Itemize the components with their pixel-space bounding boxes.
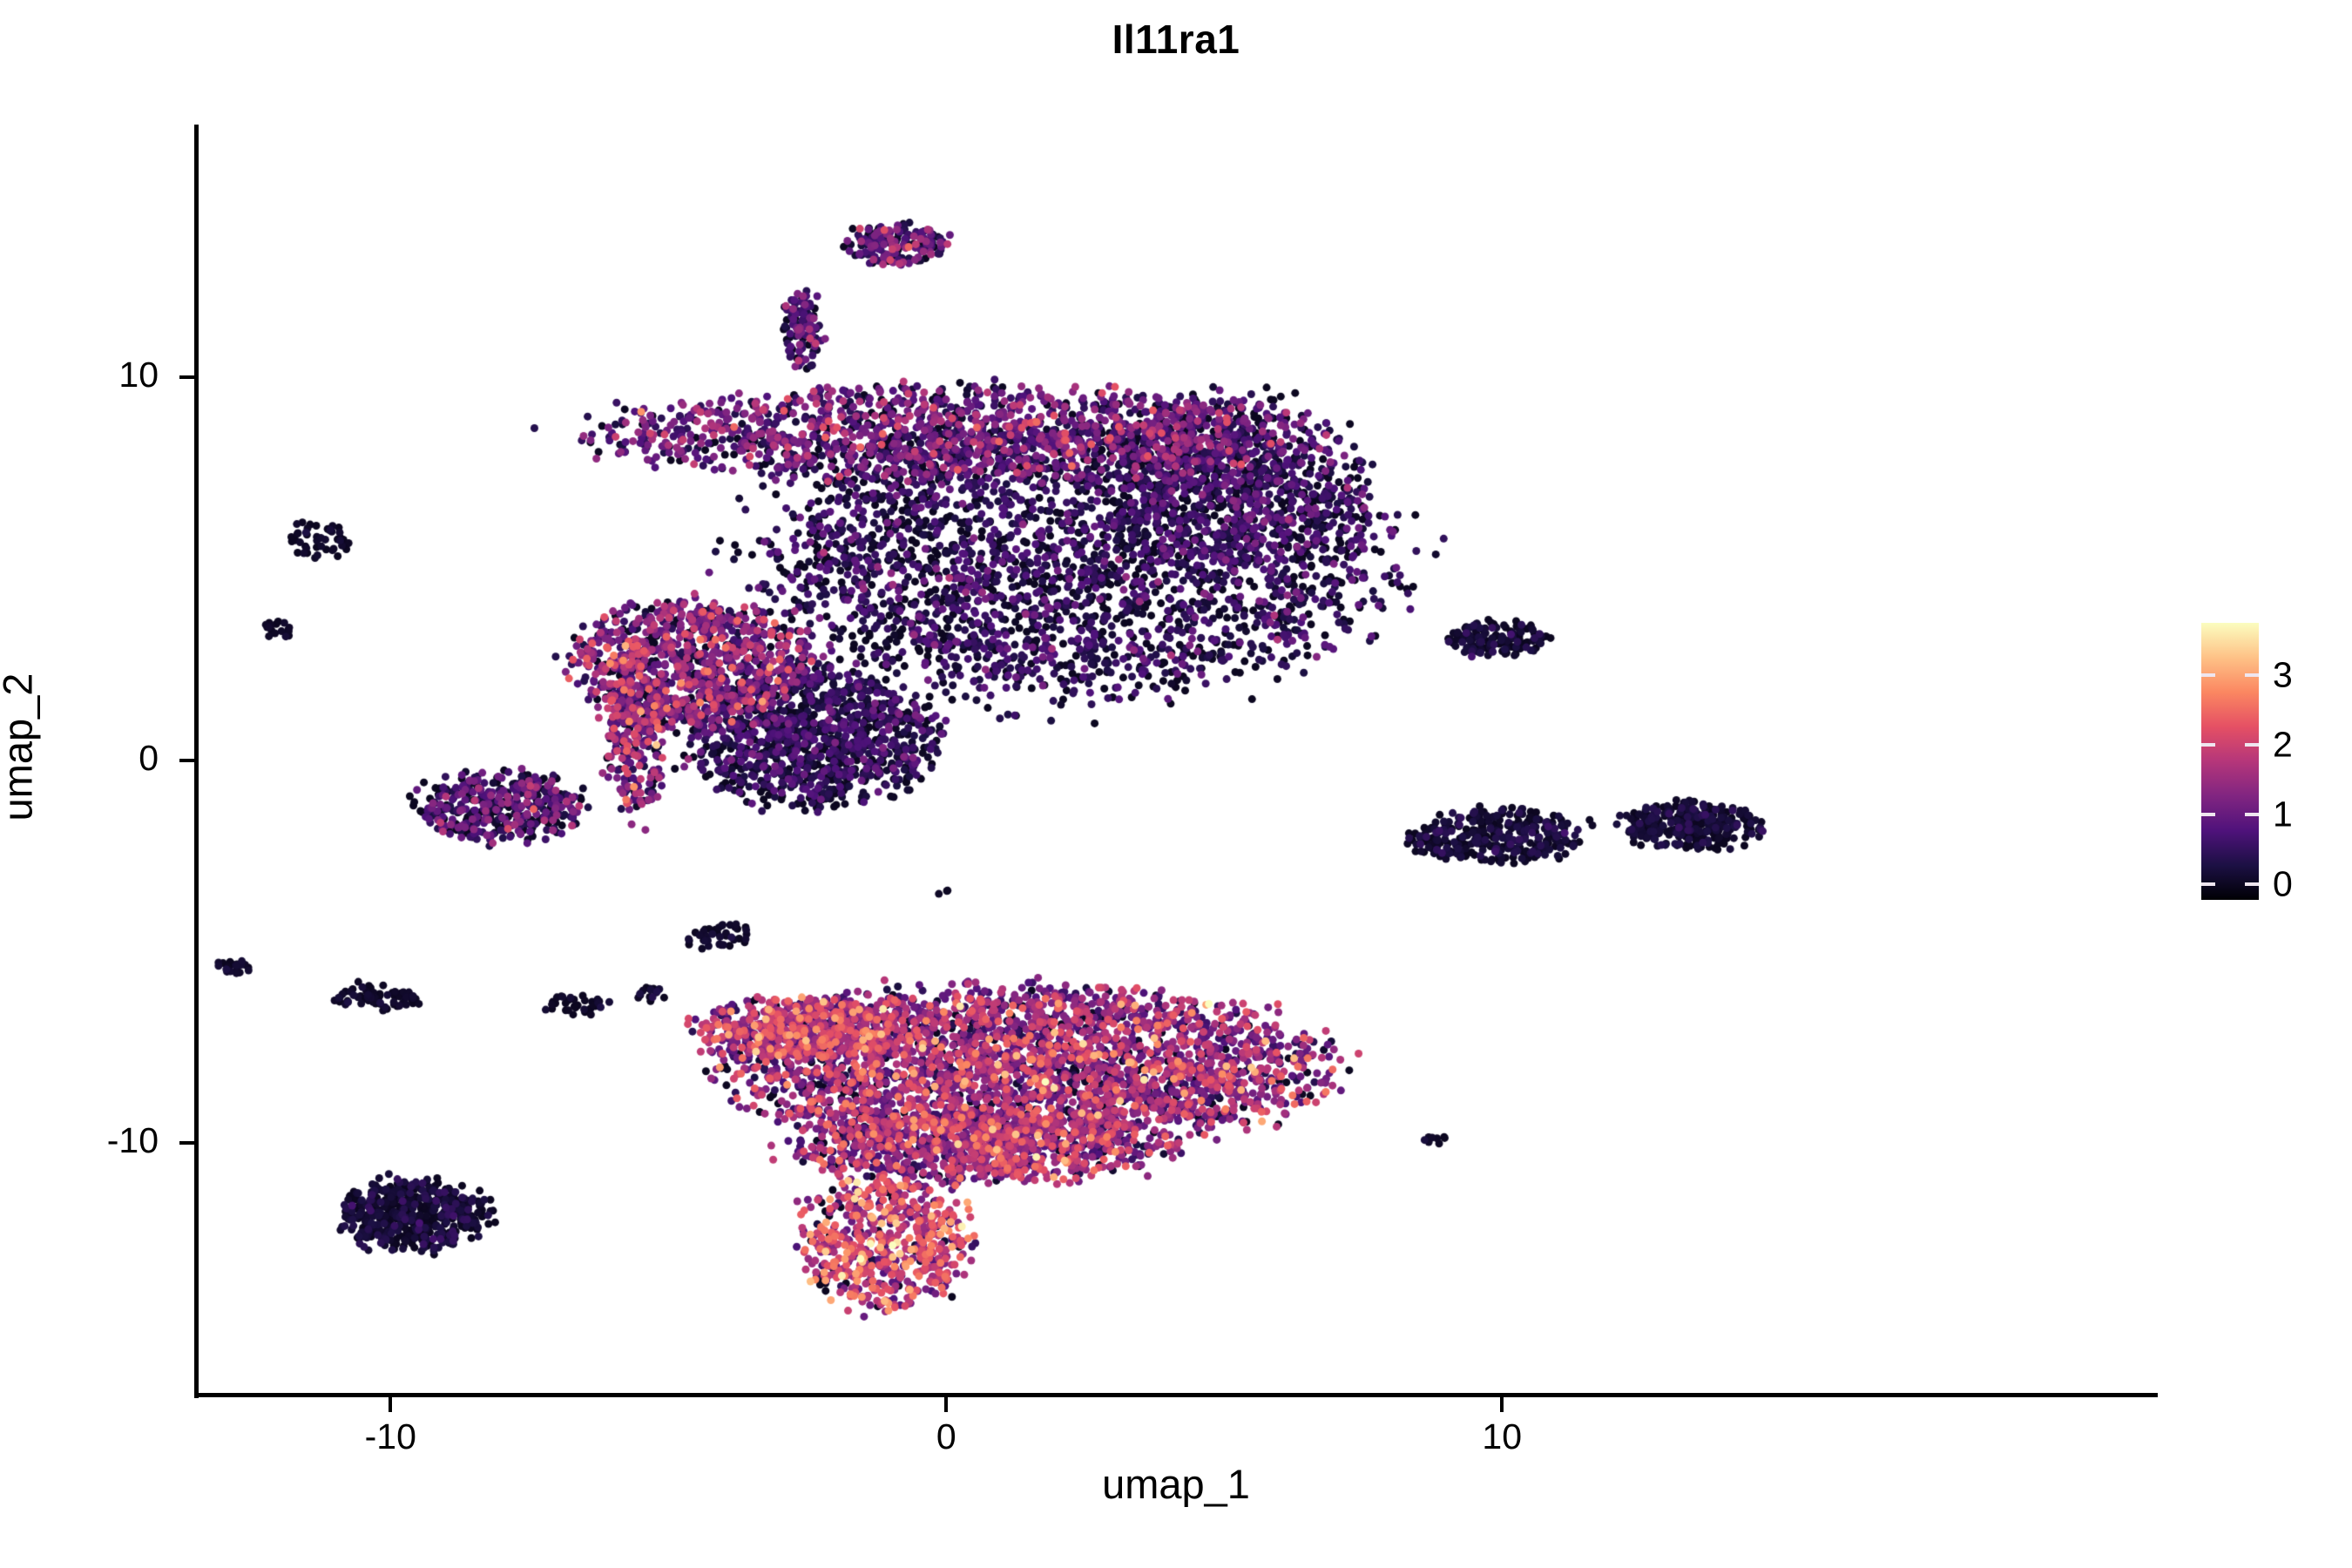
colorbar-tick-mark	[2245, 743, 2259, 747]
y-tick-label: 10	[118, 355, 159, 395]
y-tick-mark	[179, 1140, 194, 1145]
y-tick-mark	[179, 375, 194, 380]
colorbar-tick-mark	[2201, 743, 2215, 747]
chart-title: Il11ra1	[1112, 17, 1240, 62]
y-tick-mark	[179, 758, 194, 762]
x-tick-label: -10	[364, 1416, 416, 1456]
y-axis-line	[194, 125, 199, 1398]
colorbar-gradient	[2201, 623, 2259, 900]
y-tick-label: 0	[139, 737, 159, 778]
scatter-plot-panel	[196, 125, 2158, 1396]
x-axis-line	[194, 1393, 2158, 1397]
x-tick-mark	[389, 1397, 393, 1412]
scatter-canvas-wrapper	[196, 125, 2158, 1396]
colorbar-tick-mark	[2201, 882, 2215, 887]
scatter-canvas	[196, 125, 2158, 1396]
x-tick-label: 10	[1482, 1416, 1522, 1456]
x-axis-label: umap_1	[1102, 1461, 1250, 1507]
colorbar-tick-label: 0	[2273, 863, 2293, 904]
colorbar-tick-mark	[2245, 882, 2259, 887]
x-tick-mark	[944, 1397, 949, 1412]
colorbar-tick-label: 2	[2273, 724, 2293, 765]
colorbar-tick-mark	[2201, 813, 2215, 817]
colorbar-tick-mark	[2245, 673, 2259, 678]
colorbar-tick-mark	[2245, 813, 2259, 817]
colorbar-tick-mark	[2201, 673, 2215, 678]
y-tick-label: -10	[106, 1119, 159, 1160]
y-axis-label: umap_2	[0, 672, 41, 821]
x-tick-mark	[1500, 1397, 1504, 1412]
colorbar-legend: 0 1 2 3	[2201, 623, 2293, 904]
colorbar-tick-label: 1	[2273, 794, 2293, 835]
x-tick-label: 0	[936, 1416, 956, 1456]
colorbar-tick-label: 3	[2273, 654, 2293, 695]
